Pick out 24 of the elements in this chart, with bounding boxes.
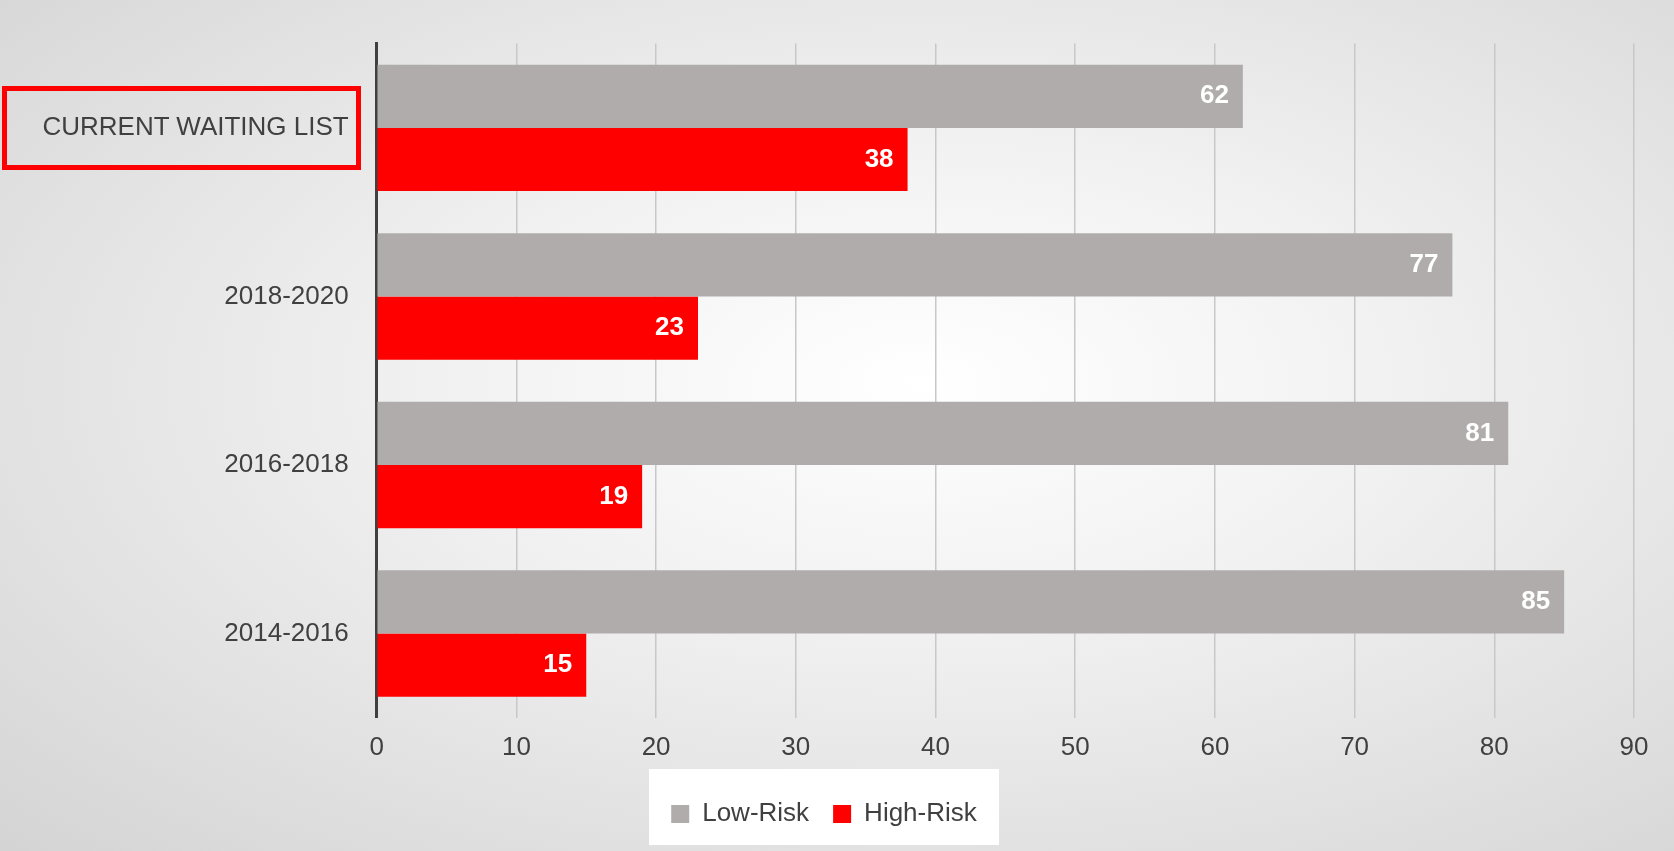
data-label: 23 (655, 311, 685, 342)
y-tick-label: CURRENT WAITING LIST (42, 111, 349, 142)
y-tick-label: 2016-2018 (224, 448, 349, 479)
data-label: 85 (1521, 585, 1551, 616)
legend-label: High-Risk (864, 797, 978, 828)
x-tick-label: 30 (781, 730, 811, 761)
x-tick-label: 40 (921, 730, 950, 761)
y-tick-label: 2014-2016 (224, 616, 349, 647)
data-label: 38 (864, 142, 894, 173)
data-label: 19 (599, 479, 629, 510)
x-tick-label: 50 (1060, 730, 1090, 761)
x-tick-label: 90 (1619, 730, 1649, 761)
x-tick-label: 0 (369, 730, 384, 761)
data-label: 77 (1409, 247, 1439, 278)
x-tick-label: 60 (1200, 730, 1230, 761)
x-tick-label: 70 (1340, 730, 1370, 761)
x-tick-label: 20 (641, 730, 671, 761)
data-label: 15 (543, 648, 573, 679)
y-tick-label: 2018-2020 (224, 279, 349, 310)
data-label: 81 (1465, 416, 1495, 447)
legend-label: Low-Risk (702, 797, 811, 828)
x-tick-label: 80 (1479, 730, 1509, 761)
x-tick-label: 10 (501, 730, 531, 761)
data-label: 62 (1199, 79, 1229, 110)
